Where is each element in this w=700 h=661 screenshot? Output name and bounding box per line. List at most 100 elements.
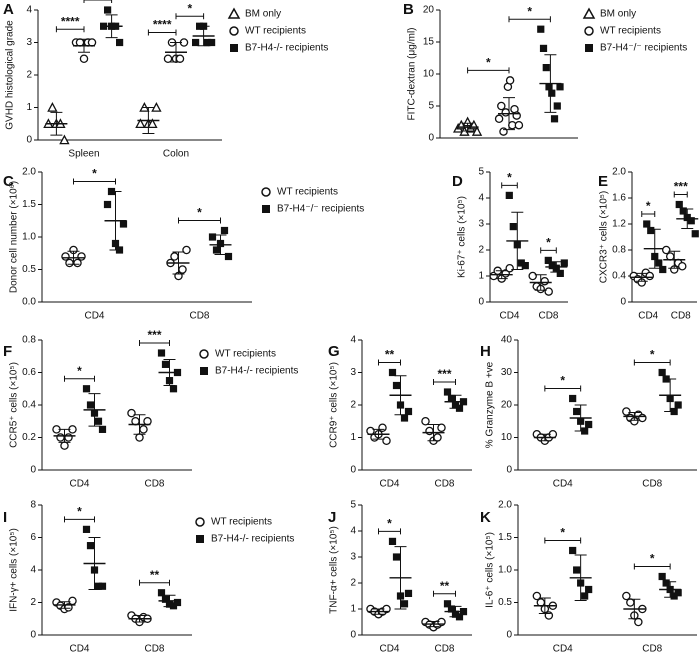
data-point bbox=[687, 217, 695, 225]
data-point bbox=[77, 252, 86, 261]
error-bar bbox=[538, 433, 551, 442]
significance-bracket bbox=[64, 516, 95, 523]
x-tick-label: CD4 bbox=[638, 311, 658, 322]
error-bar bbox=[449, 605, 462, 618]
y-tick-label: 8 bbox=[30, 500, 36, 511]
panel-label: D bbox=[452, 173, 463, 190]
x-tick-label: CD8 bbox=[538, 311, 558, 322]
error-bar bbox=[88, 393, 101, 427]
data-point bbox=[75, 38, 85, 47]
error-bar bbox=[628, 598, 641, 620]
y-axis-label: % Granzyme B +ve bbox=[485, 361, 496, 448]
data-point bbox=[550, 115, 559, 123]
data-point bbox=[634, 617, 643, 627]
significance-bracket bbox=[175, 13, 205, 20]
significance-bracket bbox=[378, 359, 401, 366]
x-tick-label: Spleen bbox=[68, 149, 99, 160]
significance-bracket bbox=[55, 26, 85, 33]
significance-bracket bbox=[83, 0, 113, 3]
significance-bracket bbox=[673, 191, 688, 198]
y-tick-label: 1 bbox=[478, 271, 484, 282]
y-tick-label: 1 bbox=[350, 432, 356, 443]
significance-label: ** bbox=[385, 348, 395, 362]
error-bar bbox=[172, 251, 185, 275]
data-point bbox=[86, 401, 95, 409]
error-bar bbox=[461, 122, 474, 132]
x-tick-label: CD8 bbox=[671, 311, 691, 322]
data-point bbox=[388, 537, 397, 545]
data-point bbox=[392, 381, 401, 390]
y-tick-label: 0.5 bbox=[22, 264, 36, 275]
data-point bbox=[569, 394, 577, 403]
y-tick-label: 0.5 bbox=[498, 597, 512, 608]
y-tick-label: 0.8 bbox=[612, 245, 626, 256]
data-point bbox=[517, 259, 525, 267]
legend-marker bbox=[262, 205, 270, 213]
y-axis-label: CCR5⁺ cells (×10⁵) bbox=[9, 362, 20, 448]
legend-marker bbox=[199, 349, 209, 359]
data-point bbox=[528, 271, 537, 281]
y-tick-label: 0 bbox=[428, 133, 434, 144]
data-point bbox=[666, 252, 675, 261]
error-bar bbox=[538, 597, 551, 615]
data-point bbox=[647, 226, 655, 235]
y-tick-label: 4 bbox=[26, 5, 32, 16]
error-bar bbox=[142, 107, 155, 134]
data-point bbox=[556, 269, 564, 277]
y-tick-label: 1 bbox=[350, 604, 356, 615]
data-point bbox=[560, 259, 568, 267]
significance-label: * bbox=[646, 199, 651, 213]
error-bar bbox=[511, 211, 524, 270]
data-point bbox=[173, 598, 182, 607]
error-bar bbox=[449, 394, 462, 409]
data-point bbox=[82, 385, 91, 393]
y-tick-label: 5 bbox=[478, 167, 484, 178]
data-point bbox=[86, 542, 95, 550]
legend-marker bbox=[195, 517, 205, 527]
significance-bracket bbox=[73, 178, 116, 185]
legend-label: BM only bbox=[600, 9, 636, 20]
data-point bbox=[553, 102, 561, 110]
x-tick-label: CD8 bbox=[642, 644, 662, 655]
data-point bbox=[658, 368, 666, 377]
panel-label: A bbox=[3, 1, 14, 18]
significance-label: * bbox=[527, 4, 532, 18]
data-point bbox=[208, 38, 216, 47]
data-point bbox=[135, 118, 146, 128]
significance-label: * bbox=[77, 364, 82, 378]
data-point bbox=[382, 436, 391, 445]
x-tick-label: CD8 bbox=[434, 479, 454, 490]
x-tick-label: CD8 bbox=[189, 311, 209, 322]
data-point bbox=[537, 25, 545, 33]
data-point bbox=[143, 416, 152, 426]
y-tick-label: 5 bbox=[428, 101, 434, 112]
y-tick-label: 1.5 bbox=[22, 199, 36, 210]
y-tick-label: 40 bbox=[501, 335, 513, 346]
y-tick-label: 2 bbox=[26, 70, 32, 81]
y-tick-label: 6 bbox=[30, 532, 36, 543]
significance-bracket bbox=[64, 375, 95, 382]
data-point bbox=[659, 265, 667, 274]
significance-bracket bbox=[540, 247, 557, 254]
data-point bbox=[79, 54, 89, 64]
data-point bbox=[573, 566, 581, 574]
x-tick-label: CD4 bbox=[553, 644, 573, 655]
data-point bbox=[98, 425, 107, 433]
error-bar bbox=[58, 428, 71, 443]
y-tick-label: 2 bbox=[30, 597, 36, 608]
legend-label: WT recipients bbox=[215, 349, 276, 360]
error-bar bbox=[503, 97, 515, 131]
y-tick-label: 2.0 bbox=[22, 167, 36, 178]
panel-label: C bbox=[3, 173, 14, 190]
data-point bbox=[392, 553, 401, 561]
error-bar bbox=[372, 608, 385, 615]
data-point bbox=[622, 591, 631, 601]
error-bar bbox=[170, 42, 182, 63]
data-point bbox=[400, 414, 409, 422]
legend-label: WT recipients bbox=[277, 187, 338, 198]
y-tick-label: 0 bbox=[506, 465, 512, 476]
data-point bbox=[147, 118, 158, 128]
data-point bbox=[675, 200, 683, 209]
data-point bbox=[82, 525, 91, 533]
panel-label: J bbox=[328, 509, 336, 526]
